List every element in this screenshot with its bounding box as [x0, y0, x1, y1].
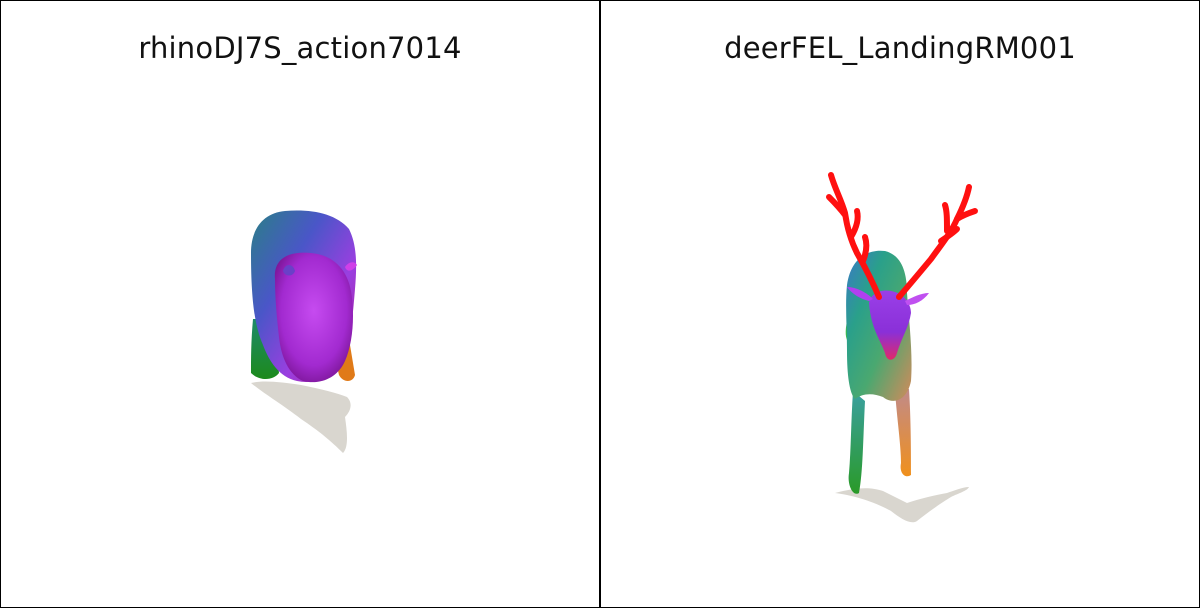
deer-left-antler: [826, 172, 882, 300]
deer-left-leg: [848, 391, 865, 494]
panel-title-deer: deerFEL_LandingRM001: [724, 31, 1076, 65]
rhino-shadow: [251, 381, 351, 453]
rhino-horn: [345, 262, 357, 271]
panel-deer: deerFEL_LandingRM001: [601, 1, 1199, 606]
deer-right-leg: [895, 389, 911, 477]
deer-right-antler: [896, 184, 978, 300]
panel-rhino: rhinoDJ7S_action7014: [1, 1, 599, 606]
rhino-mesh-render: [251, 210, 357, 453]
deer-head: [869, 290, 911, 360]
rhino-ear: [283, 265, 295, 276]
deer-mesh-render: [826, 172, 978, 523]
panel-divider: [599, 0, 601, 608]
deer-right-ear: [905, 293, 929, 305]
deer-shadow: [835, 487, 969, 523]
rhino-head: [274, 252, 353, 383]
deer-left-ear: [847, 287, 873, 301]
panel-title-rhino: rhinoDJ7S_action7014: [138, 31, 462, 65]
